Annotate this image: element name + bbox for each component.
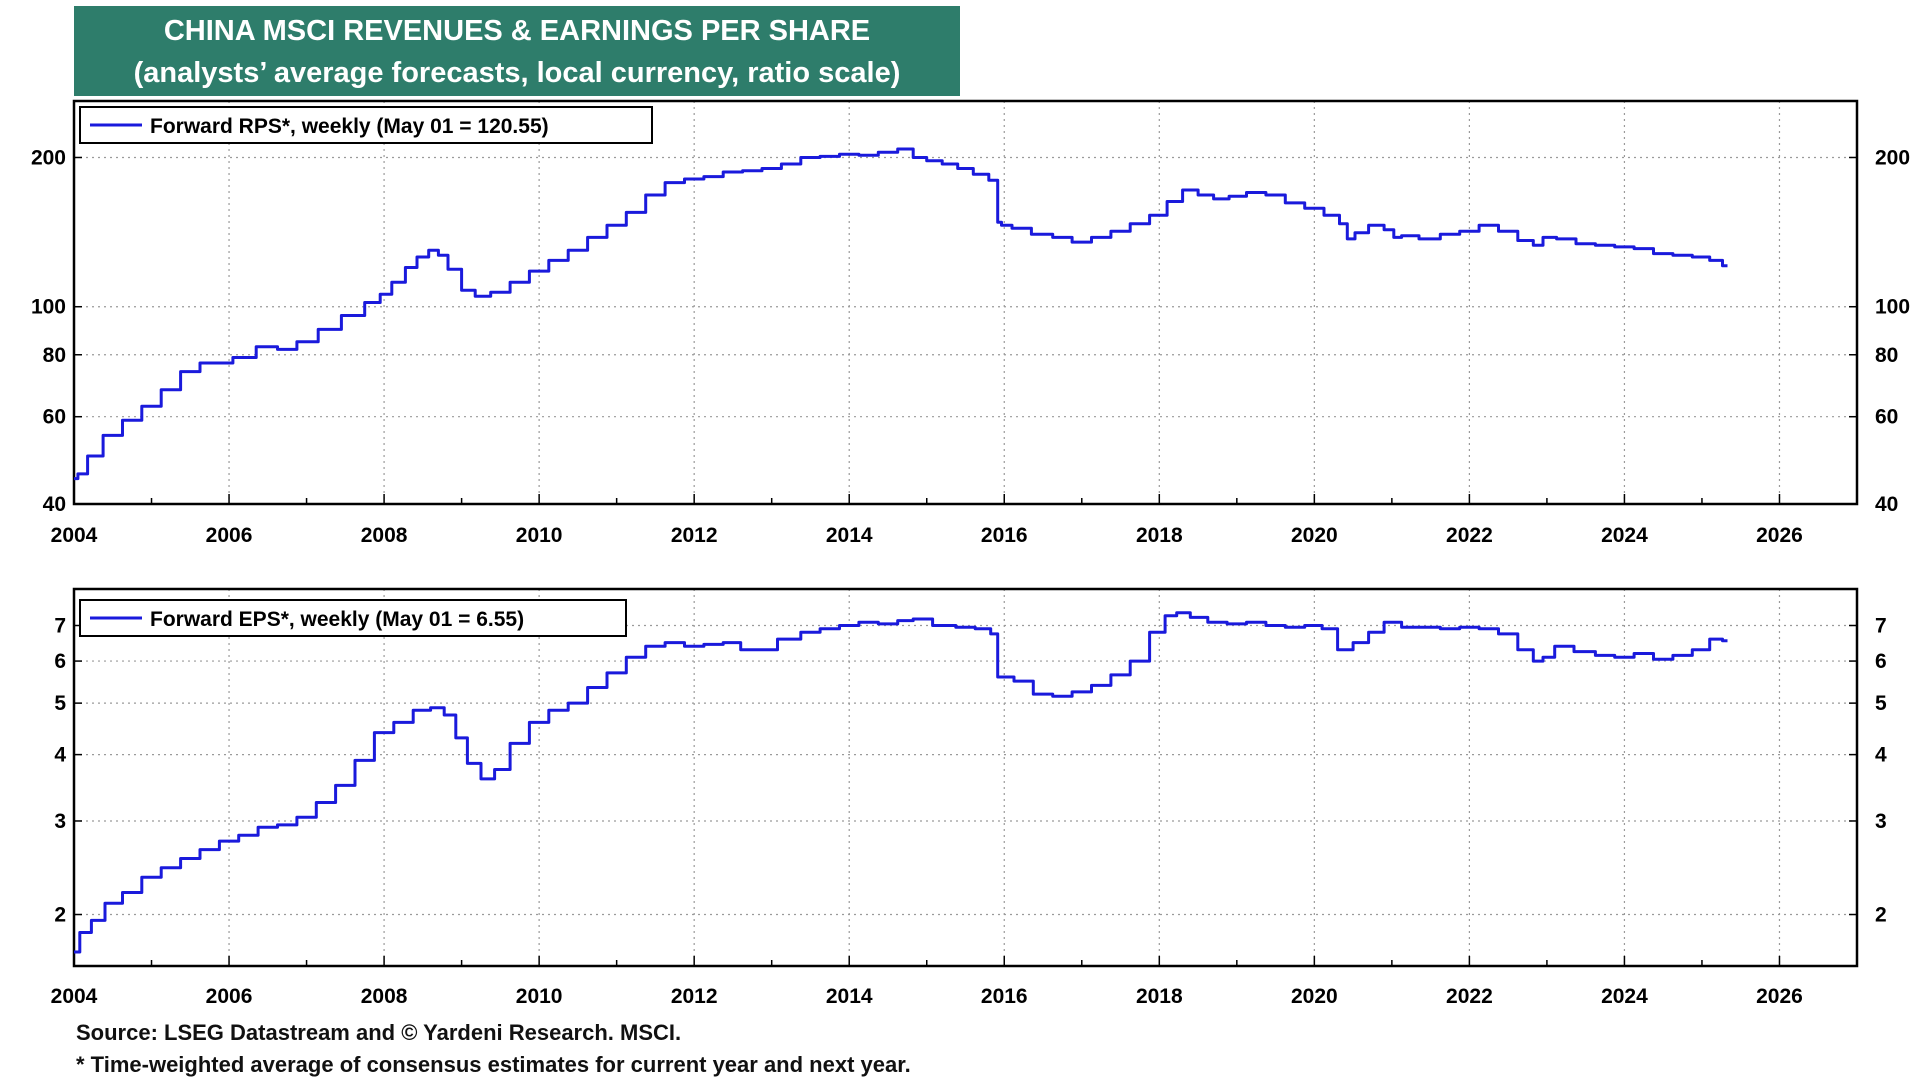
x-tick-label: 2018 (1136, 985, 1183, 1008)
x-tick-label: 2004 (51, 524, 98, 547)
x-tick-label: 2020 (1291, 985, 1338, 1008)
footnote-definition: * Time-weighted average of consensus est… (76, 1052, 911, 1077)
y-tick-label-right: 7 (1875, 615, 1887, 638)
x-tick-label: 2016 (981, 985, 1028, 1008)
y-tick-label-left: 5 (54, 692, 66, 715)
y-tick-label-right: 80 (1875, 344, 1898, 367)
x-tick-label: 2008 (361, 985, 408, 1008)
y-tick-label-left: 2 (54, 904, 66, 927)
x-tick-label: 2020 (1291, 524, 1338, 547)
y-tick-label-right: 4 (1875, 744, 1887, 767)
y-tick-label-left: 6 (54, 650, 66, 673)
series-line (74, 611, 1728, 954)
x-tick-label: 2010 (516, 985, 563, 1008)
x-tick-label: 2022 (1446, 985, 1493, 1008)
x-tick-label: 2026 (1756, 524, 1803, 547)
x-tick-label: 2008 (361, 524, 408, 547)
x-tick-label: 2006 (206, 524, 253, 547)
x-tick-label: 2026 (1756, 985, 1803, 1008)
chart-title: CHINA MSCI REVENUES & EARNINGS PER SHARE (163, 15, 871, 47)
chart-panel-1: 2004 2006 2008 2010 2012 2014 2016 2018 2020 2022… (31, 99, 1910, 547)
y-tick-label-right: 2 (1875, 904, 1887, 927)
plot-frame (72, 587, 1859, 968)
y-tick-label-left: 4 (54, 744, 66, 767)
y-tick-label-left: 3 (54, 810, 66, 833)
x-tick-label: 2022 (1446, 524, 1493, 547)
plot-frame (72, 99, 1859, 506)
x-tick-label: 2012 (671, 524, 718, 547)
x-tick-label: 2012 (671, 985, 718, 1008)
x-tick-label: 2018 (1136, 524, 1183, 547)
chart-panel-2: 2004 2006 2008 2010 2012 2014 2016 2018 2020 2022… (51, 587, 1887, 1008)
y-tick-label-left: 100 (31, 296, 66, 319)
y-tick-label-left: 7 (54, 615, 66, 638)
y-tick-label-left: 200 (31, 146, 66, 169)
x-tick-label: 2014 (826, 985, 873, 1008)
legend-label: Forward RPS*, weekly (May 01 = 120.55) (150, 115, 549, 138)
y-tick-label-left: 60 (43, 406, 66, 429)
y-tick-label-right: 200 (1875, 146, 1910, 169)
legend-box (79, 106, 653, 144)
y-tick-label-right: 40 (1875, 493, 1898, 516)
y-tick-label-right: 60 (1875, 406, 1898, 429)
x-tick-label: 2024 (1601, 524, 1648, 547)
legend-label: Forward EPS*, weekly (May 01 = 6.55) (150, 608, 524, 631)
x-tick-label: 2010 (516, 524, 563, 547)
x-tick-label: 2016 (981, 524, 1028, 547)
chart-subtitle: (analysts’ average forecasts, local curr… (133, 57, 901, 89)
y-tick-label-left: 40 (43, 493, 66, 516)
y-tick-label-right: 3 (1875, 810, 1887, 833)
legend-box (79, 599, 627, 637)
y-tick-label-left: 80 (43, 344, 66, 367)
series-line (74, 147, 1728, 481)
x-tick-label: 2024 (1601, 985, 1648, 1008)
source-note: Source: LSEG Datastream and © Yardeni Re… (76, 1020, 682, 1045)
x-tick-label: 2014 (826, 524, 873, 547)
chart-title-box: CHINA MSCI REVENUES & EARNINGS PER SHARE… (74, 6, 960, 96)
y-tick-label-right: 100 (1875, 296, 1910, 319)
y-tick-label-right: 6 (1875, 650, 1887, 673)
x-tick-label: 2004 (51, 985, 98, 1008)
y-tick-label-right: 5 (1875, 692, 1887, 715)
x-tick-label: 2006 (206, 985, 253, 1008)
